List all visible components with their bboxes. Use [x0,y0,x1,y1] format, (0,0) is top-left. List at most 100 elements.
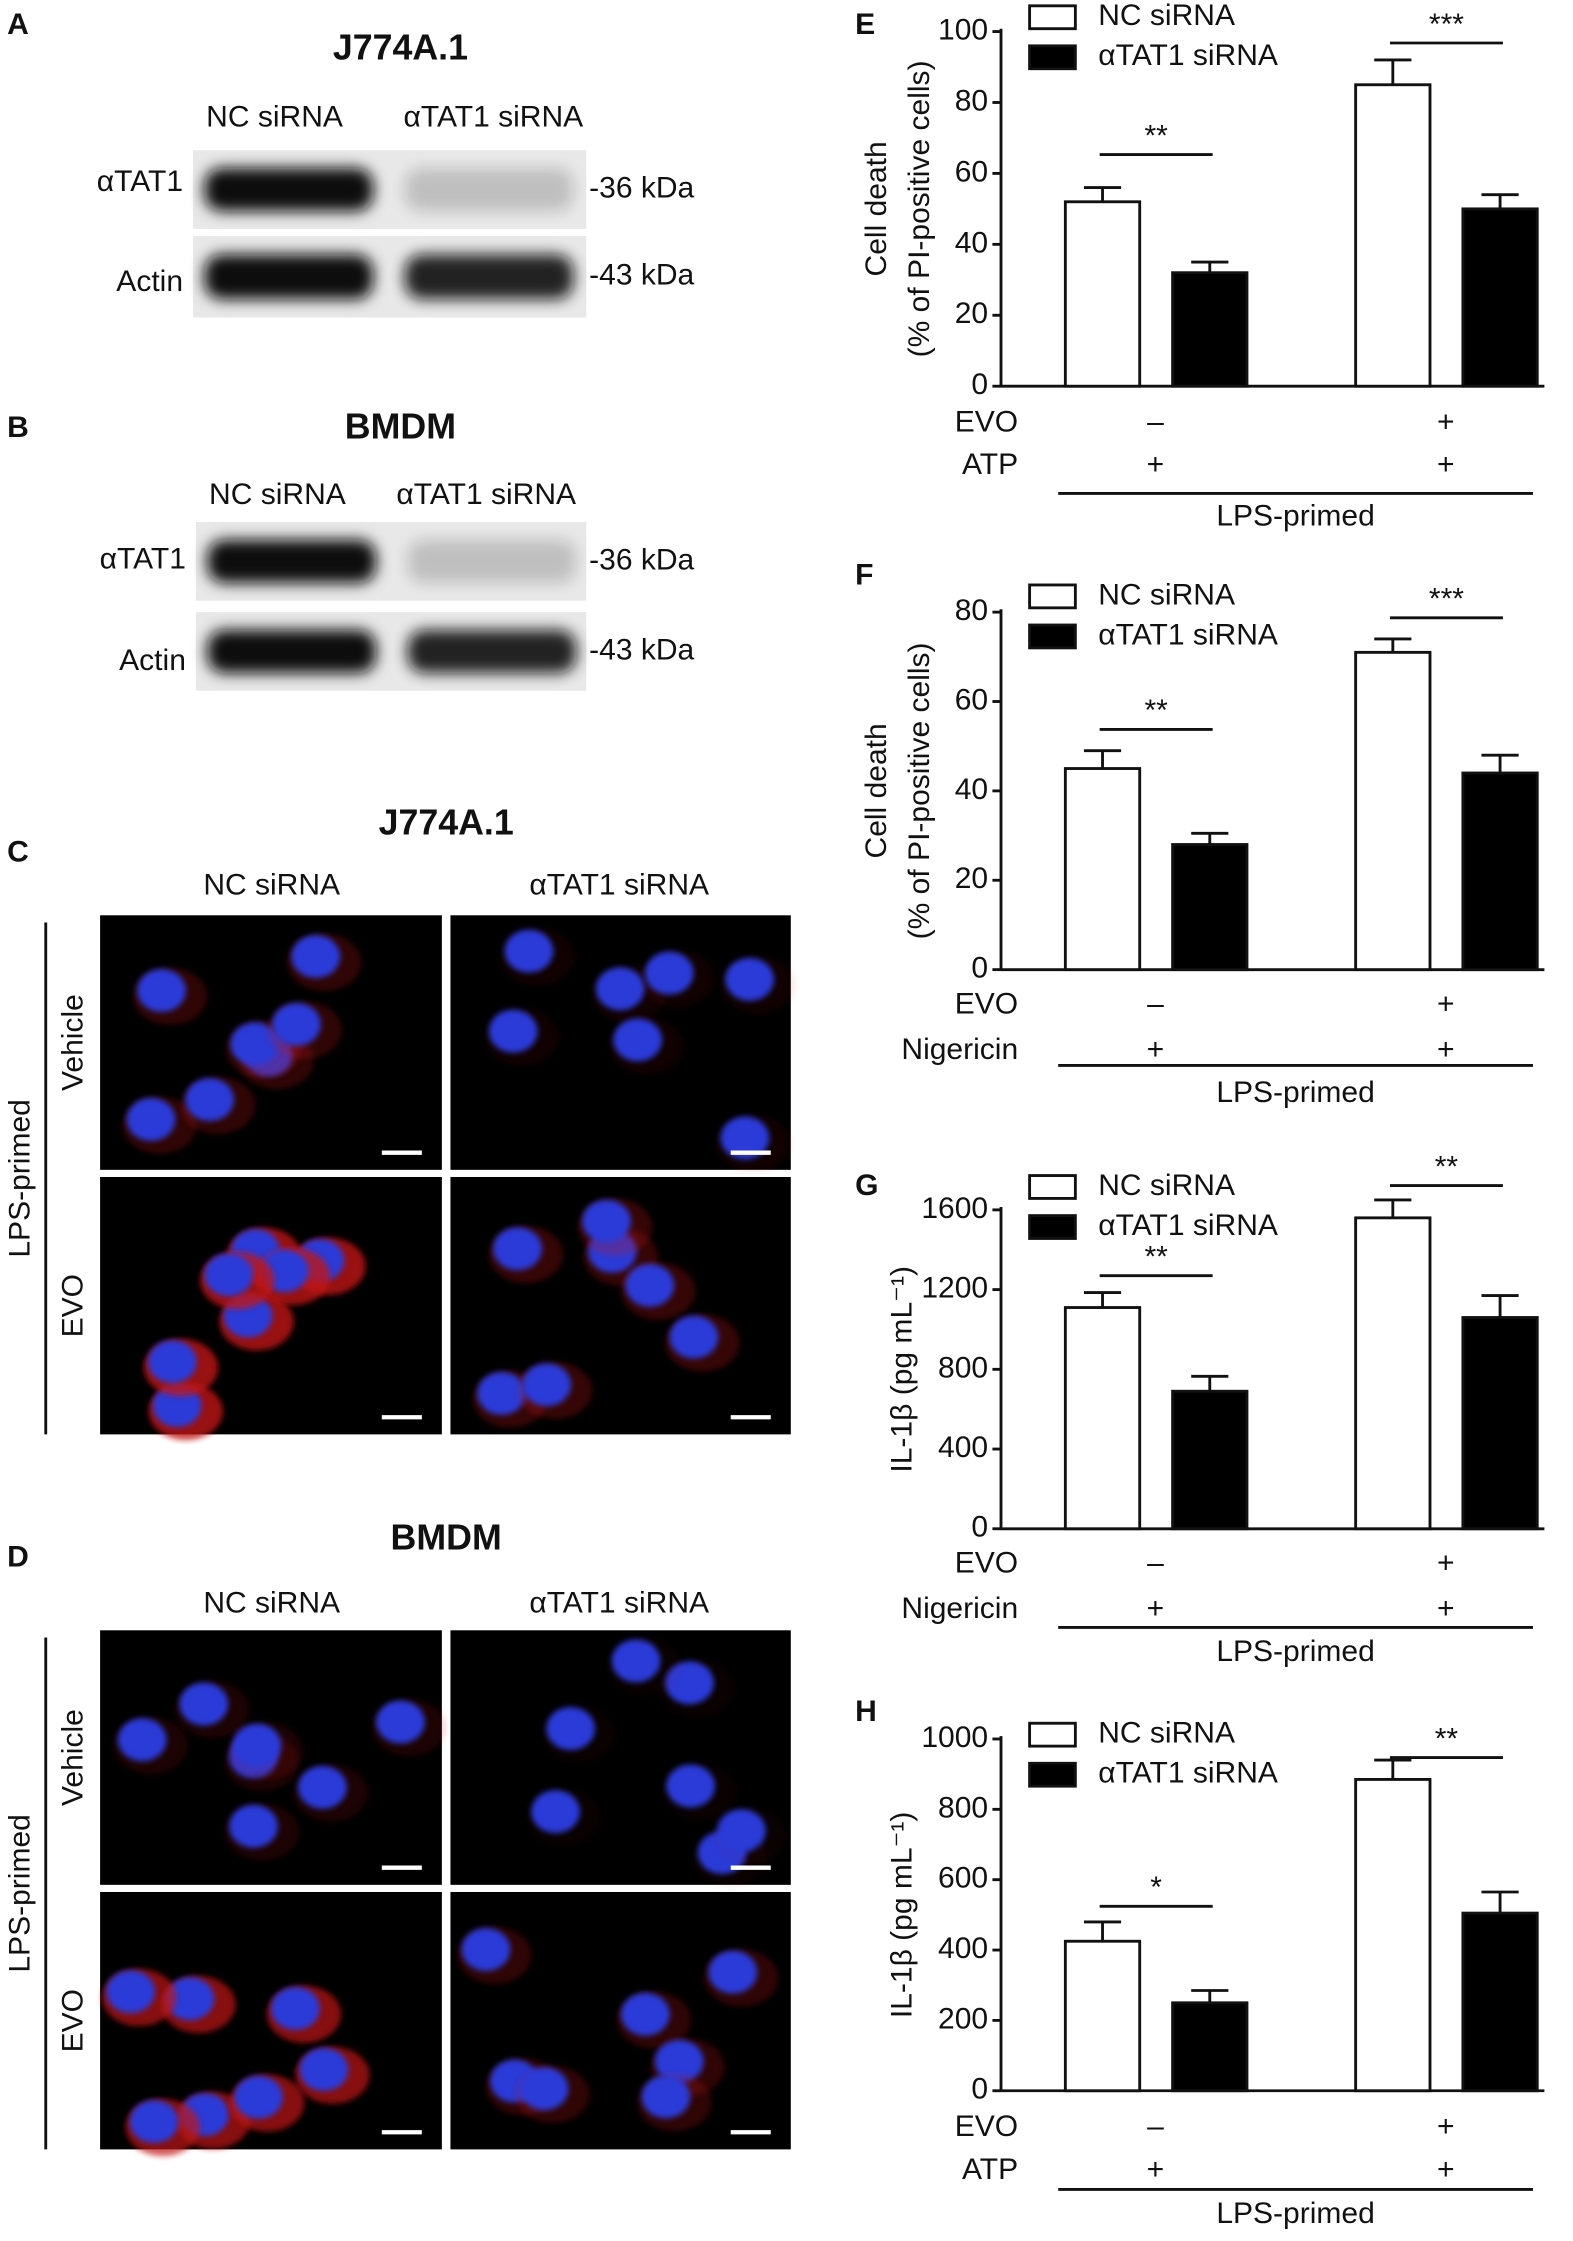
row-label: Actin [119,644,186,677]
cell-nucleus [232,1723,282,1767]
row-label: EVO [56,1274,89,1337]
group-label: LPS-primed [1216,2197,1374,2230]
cell-nucleus [717,1809,766,1853]
legend-swatch [1028,44,1077,71]
cell-nucleus [229,1804,278,1848]
condition-label: ATP [962,448,1018,481]
panel-letter: E [855,8,875,41]
y-axis-label: Cell death [860,141,893,276]
cell-nucleus [519,2067,569,2111]
y-tick-label: 60 [955,155,988,188]
cell-nucleus [531,1790,580,1834]
legend-label: αTAT1 siRNA [1098,39,1278,72]
legend-label: NC siRNA [1098,1717,1235,1750]
cell-nucleus [522,1363,571,1407]
y-tick-label: 20 [955,297,988,330]
condition-value: + [1437,1546,1455,1579]
size-label: -36 kDa [589,172,694,205]
cell-nucleus [546,1707,595,1751]
panel-letter: B [7,411,29,444]
blot-band [204,254,374,300]
condition-label: EVO [955,2110,1018,2143]
y-tick-label: 800 [938,1791,988,1824]
cell-nucleus [725,957,774,1001]
condition-value: + [1147,1592,1165,1625]
bar [1063,1939,1142,2093]
cell-nucleus [376,1700,425,1744]
condition-label: ATP [962,2153,1018,2186]
y-tick-label: 1000 [921,1721,988,1754]
y-tick-label: 400 [938,1932,988,1965]
bar [1171,843,1249,972]
y-tick-label: 1600 [921,1192,988,1225]
y-axis-label: Cell death [860,723,893,858]
cell-nucleus [234,2075,283,2119]
cell-nucleus [179,1682,229,1726]
blot-band [204,167,374,212]
y-axis-label: (% of PI-positive cells) [903,642,936,939]
cell-nucleus [625,1264,675,1307]
condition-label: EVO [955,405,1018,438]
legend-label: NC siRNA [1098,578,1235,611]
size-label: -36 kDa [589,543,694,576]
row-label: Actin [116,265,183,298]
condition-value: – [1147,1546,1164,1579]
cell-nucleus [488,1009,538,1053]
significance-label: ** [1435,1150,1459,1183]
legend-label: NC siRNA [1098,1169,1235,1202]
cell-nucleus [504,929,554,973]
group-label: LPS-primed [1216,1076,1374,1109]
panel-title: BMDM [391,1518,502,1558]
y-tick-label: 600 [938,1862,988,1895]
cell-nucleus [645,951,694,995]
cell-nucleus [582,1199,631,1243]
condition-value: + [1437,987,1455,1020]
group-label: LPS-primed [3,1814,36,1972]
cell-nucleus [708,1950,758,1994]
cell-nucleus [493,1227,542,1271]
bar [1354,83,1432,388]
condition-value: + [1147,448,1165,481]
blot-band [407,539,577,583]
cell-nucleus [461,1928,511,1971]
condition-value: + [1437,405,1455,438]
blot-band [207,629,377,674]
panel-letter: A [7,8,29,41]
cell-nucleus [595,967,645,1011]
panel-title: J774A.1 [379,803,514,843]
cell-nucleus [271,1987,320,2031]
legend-swatch [1028,583,1077,610]
significance-label: ** [1435,1722,1459,1755]
blot-band [407,629,577,674]
group-label: LPS-primed [1216,500,1374,533]
cell-nucleus [137,969,186,1013]
y-tick-label: 1200 [921,1272,988,1305]
bar [1063,767,1142,972]
y-tick-label: 60 [955,683,988,716]
bar [1461,771,1539,972]
condition-label: Nigericin [901,1592,1018,1625]
size-label: -43 kDa [589,633,694,666]
condition-value: + [1437,1592,1455,1625]
legend-swatch [1028,1721,1077,1748]
column-label: αTAT1 siRNA [404,101,584,134]
cell-nucleus [613,1018,663,1062]
y-tick-label: 40 [955,226,988,259]
row-label: Vehicle [56,1709,89,1806]
legend-swatch [1028,623,1077,650]
cell-nucleus [117,1718,167,1762]
blot-band [404,254,574,300]
cell-nucleus [641,2075,691,2119]
row-label: Vehicle [56,994,89,1091]
condition-value: + [1437,2153,1455,2186]
column-label: NC siRNA [209,478,346,511]
legend-swatch [1028,1174,1077,1200]
bar [1461,1911,1539,2093]
cell-nucleus [654,2039,704,2083]
y-tick-label: 80 [955,594,988,627]
legend-swatch [1028,1214,1077,1240]
cell-nucleus [611,1639,661,1683]
y-tick-label: 80 [955,84,988,117]
significance-label: ** [1144,694,1168,727]
